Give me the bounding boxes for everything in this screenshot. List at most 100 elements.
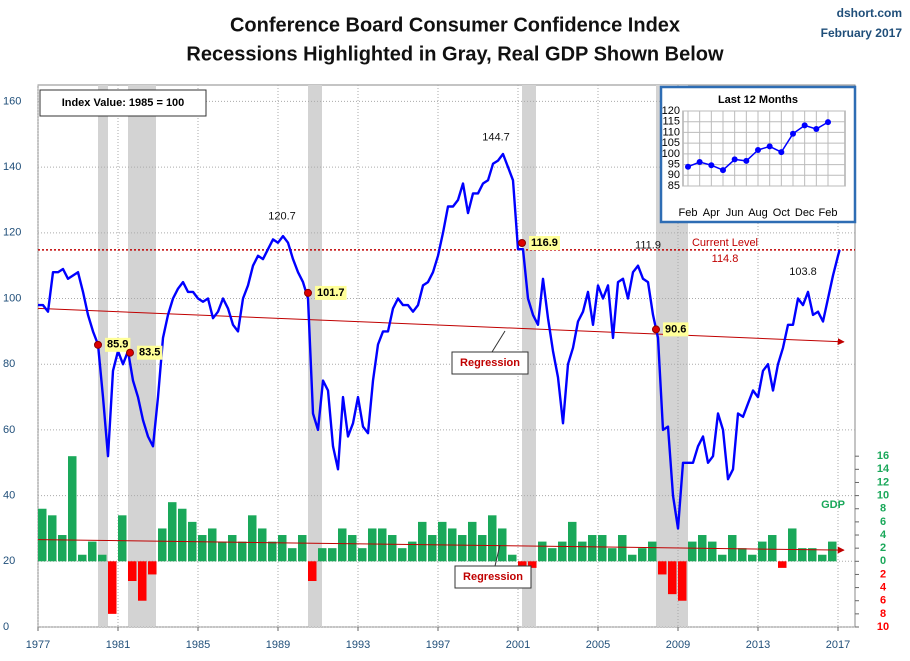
gdp-bar xyxy=(458,535,467,562)
x-tick-label: Aug xyxy=(748,207,768,219)
inset-point xyxy=(696,159,703,165)
gdp-bar xyxy=(148,561,157,575)
y2-tick-label: 8 xyxy=(880,503,886,515)
gdp-label: GDP xyxy=(821,499,845,511)
gdp-bar xyxy=(728,535,737,562)
gdp-bar xyxy=(128,561,137,582)
gdp-bar xyxy=(368,528,377,562)
recession-band xyxy=(98,85,108,627)
gdp-bar xyxy=(478,535,487,562)
y-tick-label: 0 xyxy=(3,621,9,633)
annotation-bg xyxy=(529,236,560,251)
gdp-bar xyxy=(378,528,387,562)
gdp-bar xyxy=(498,528,507,562)
annotation-bg xyxy=(137,345,163,360)
x-tick-label: Jun xyxy=(726,207,744,219)
x-tick-label: 1977 xyxy=(26,639,50,651)
gdp-bar xyxy=(298,535,307,562)
y-tick-label: 140 xyxy=(3,161,21,173)
gdp-bar xyxy=(168,502,177,562)
chart-subtitle: Recessions Highlighted in Gray, Real GDP… xyxy=(186,43,724,65)
recession-band xyxy=(308,85,322,627)
gdp-bar xyxy=(508,554,517,562)
x-tick-label: Feb xyxy=(679,207,698,219)
y2-tick-label: 10 xyxy=(877,621,889,633)
gdp-bar xyxy=(678,561,687,601)
regression-line xyxy=(37,307,845,346)
annotation-dot xyxy=(126,348,134,357)
gdp-bar xyxy=(108,561,117,614)
gdp-bar xyxy=(118,515,127,562)
inset-point xyxy=(766,143,773,150)
gdp-bar xyxy=(418,521,427,562)
x-tick-label: 2009 xyxy=(666,639,690,651)
gdp-bar xyxy=(518,561,527,568)
gdp-bar xyxy=(818,554,827,562)
annotation-dot xyxy=(94,340,102,349)
x-tick-label: 2017 xyxy=(826,639,850,651)
y-tick-label: 120 xyxy=(662,105,680,117)
source: dshort.com xyxy=(837,6,902,20)
gdp-bar xyxy=(238,541,247,562)
gdp-bar xyxy=(408,541,417,562)
gdp-bar xyxy=(778,561,787,568)
y2-tick-label: 6 xyxy=(880,516,886,528)
y-tick-label: 20 xyxy=(3,555,15,567)
annotation-bg xyxy=(663,322,689,337)
gdp-bar xyxy=(358,548,367,562)
y2-tick-label: 16 xyxy=(877,450,889,462)
gdp-bar xyxy=(828,541,837,562)
inset-title: Last 12 Months xyxy=(718,94,798,106)
regression-label: Regression xyxy=(460,357,520,369)
gdp-bar xyxy=(668,561,677,595)
y2-tick-label: 14 xyxy=(877,463,890,475)
gdp-bar xyxy=(648,541,657,562)
annotation-dot xyxy=(304,288,312,297)
gdp-bar xyxy=(588,535,597,562)
gdp-bar xyxy=(688,541,697,562)
callout-box xyxy=(454,565,532,589)
gdp-bar xyxy=(638,548,647,562)
gdp-bar xyxy=(578,541,587,562)
peak-label: 144.7 xyxy=(482,132,510,144)
gdp-bar xyxy=(658,561,667,575)
gdp-bar xyxy=(558,541,567,562)
gdp-bar xyxy=(808,548,817,562)
gdp-bar xyxy=(248,515,257,562)
y-tick-label: 160 xyxy=(3,95,21,107)
gdp-bar xyxy=(348,535,357,562)
y2-tick-label: 2 xyxy=(880,568,886,580)
x-tick-label: 1997 xyxy=(426,639,450,651)
inset-point xyxy=(801,122,808,129)
gdp-bar xyxy=(568,521,577,562)
y-tick-label: 110 xyxy=(662,126,680,138)
gdp-bar xyxy=(58,535,67,562)
gdp-bar xyxy=(788,528,797,562)
inset-point xyxy=(720,167,726,174)
x-tick-label: 2013 xyxy=(746,639,770,651)
inset-point xyxy=(743,157,750,164)
gdp-bar xyxy=(48,515,57,562)
peak-label: 120.7 xyxy=(268,210,296,222)
gdp-bar xyxy=(608,548,617,562)
gdp-bar xyxy=(198,535,207,562)
gdp-bar xyxy=(218,541,227,562)
x-tick-label: 1989 xyxy=(266,639,290,651)
gdp-bar xyxy=(398,548,407,562)
gdp-bar xyxy=(738,548,747,562)
y-tick-label: 60 xyxy=(3,424,15,436)
y2-tick-label: 4 xyxy=(880,529,887,541)
y-tick-label: 40 xyxy=(3,490,15,502)
gdp-bar xyxy=(758,541,767,562)
gdp-bar xyxy=(278,535,287,562)
gdp-bar xyxy=(438,521,447,562)
x-tick-label: Apr xyxy=(703,207,720,219)
gdp-bar xyxy=(98,554,107,562)
y2-tick-label: 2 xyxy=(880,542,886,554)
gdp-bar xyxy=(68,456,77,562)
gdp-bar xyxy=(268,541,277,562)
y-tick-label: 85 xyxy=(668,180,680,192)
annotation-dot xyxy=(518,239,526,248)
gdp-bar xyxy=(318,548,327,562)
